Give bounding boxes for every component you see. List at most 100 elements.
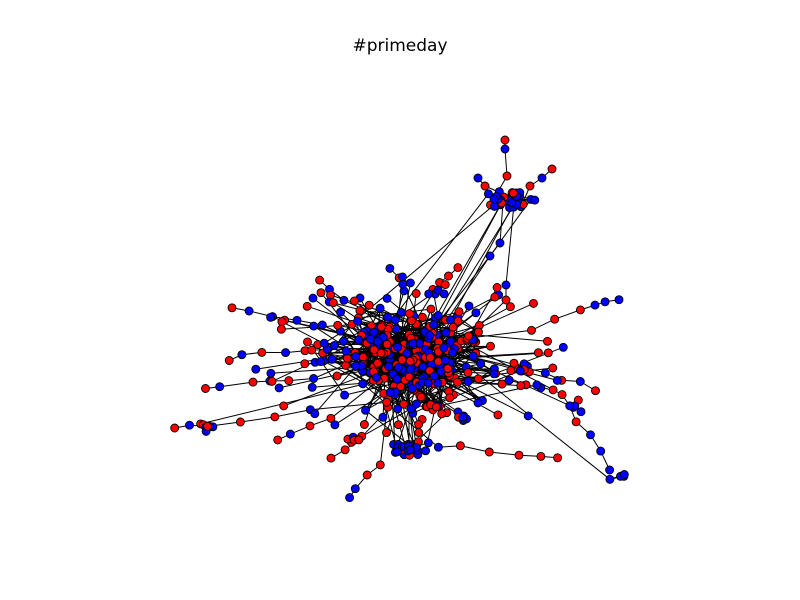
graph-node [369,345,379,355]
graph-edge [489,451,520,456]
graph-node [392,447,402,457]
graph-node [276,324,286,334]
graph-node [605,474,615,484]
graph-node [441,328,451,338]
graph-node [431,402,441,412]
graph-node [411,399,421,409]
graph-node [439,289,449,299]
graph-node [417,312,427,322]
graph-node [463,377,473,387]
graph-nodes [170,135,629,503]
graph-node [373,358,383,368]
graph-node [266,312,276,322]
graph-node [364,300,374,310]
graph-node [329,340,339,350]
graph-node [375,460,385,470]
graph-edge [351,381,458,443]
graph-node [185,420,194,430]
graph-node [203,421,213,431]
graph-node [309,374,319,383]
graph-node [444,271,453,281]
graph-node [501,280,511,290]
graph-node [336,307,345,317]
graph-edge [431,337,611,480]
graph-node [235,417,245,427]
graph-node [605,465,615,475]
graph-node [433,311,443,320]
graph-node [614,295,624,305]
graph-node [558,342,568,352]
graph-node [201,384,210,393]
graph-node [305,421,315,431]
graph-node [350,484,360,494]
graph-node [489,194,499,204]
graph-node [425,331,435,340]
graph-node [480,181,490,191]
graph-node [392,374,402,384]
graph-node [543,336,552,346]
graph-node [316,357,326,367]
graph-node [443,364,453,373]
graph-node [548,363,558,373]
graph-node [404,372,414,382]
graph-node [429,371,439,381]
graph-node [425,353,435,363]
graph-node [405,364,415,374]
graph-node [485,251,495,261]
graph-node [170,423,180,433]
graph-node [372,373,381,382]
graph-node [492,283,502,292]
graph-node [332,371,342,381]
graph-node [454,307,464,317]
graph-node [281,348,291,358]
graph-node [440,355,450,365]
graph-node [497,379,507,389]
graph-node [586,430,595,440]
graph-node [590,300,600,310]
graph-node [421,446,431,456]
graph-node [270,412,280,422]
graph-node [390,315,400,325]
graph-node [353,316,363,326]
graph-node [339,336,348,346]
graph-node [366,334,375,344]
graph-node [355,306,365,316]
graph-node [537,173,547,183]
graph-edge [310,401,387,411]
graph-node [509,188,518,198]
graph-node [227,303,237,313]
graph-node [437,409,447,419]
graph-node [354,335,364,345]
graph-node [396,382,406,392]
graph-edge [219,381,254,388]
graph-node [274,383,284,393]
graph-node [378,412,388,422]
graph-node [394,420,403,430]
graph-node [445,315,455,325]
graph-node [339,295,349,305]
graph-node [490,292,500,302]
graph-edge [434,379,499,416]
graph-node [244,306,254,316]
graph-node [515,366,525,376]
graph-node [267,376,277,386]
graph-node [493,410,503,420]
graph-node [458,412,468,422]
graph-node [382,428,391,438]
graph-node [433,378,443,388]
graph-node [476,359,486,369]
graph-node [330,420,340,430]
graph-node [473,398,483,408]
graph-node [354,435,364,445]
graph-node [464,331,474,341]
graph-node [399,399,409,409]
graph-node [317,320,327,330]
graph-node [514,450,524,460]
graph-node [405,356,415,366]
graph-node [405,445,415,455]
graph-node [464,301,474,311]
graph-node [463,368,473,378]
graph-node [341,360,351,370]
graph-node [393,363,403,372]
graph-node [251,364,261,374]
